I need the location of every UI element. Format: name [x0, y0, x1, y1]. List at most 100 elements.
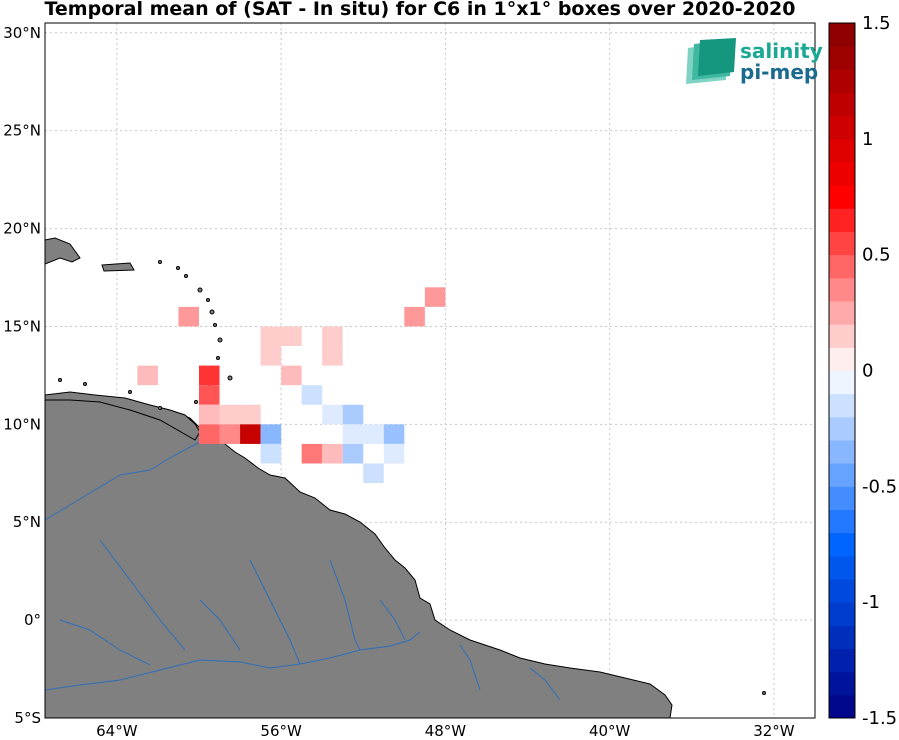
- data-cell: [260, 443, 282, 464]
- data-cell: [342, 424, 364, 444]
- colorbar-segment: [829, 46, 855, 70]
- colorbar-segment: [829, 416, 855, 441]
- data-cell: [260, 326, 282, 347]
- data-cell: [322, 326, 343, 347]
- colorbar-segment: [829, 208, 855, 232]
- data-cell: [301, 443, 323, 464]
- data-cell: [342, 443, 364, 464]
- data-cell: [240, 404, 261, 425]
- data-cell: [199, 365, 220, 386]
- data-cell: [260, 346, 282, 366]
- colorbar-segment: [829, 509, 855, 534]
- salinity-difference-cells: [137, 287, 446, 484]
- colorbar-segment: [829, 440, 855, 464]
- lon-tick-label: 32°W: [753, 722, 795, 740]
- colorbar-tick-label: -1: [862, 592, 880, 613]
- negro-river: [59, 619, 151, 666]
- data-cell: [260, 424, 282, 444]
- colorbar-segment: [829, 602, 855, 626]
- lat-tick-label: 25°N: [3, 122, 41, 140]
- colorbar-segment: [829, 625, 855, 649]
- data-cell: [137, 365, 158, 386]
- puerto-rico-island: [101, 262, 135, 272]
- data-cell: [281, 365, 302, 386]
- lat-tick-label: 20°N: [3, 220, 41, 238]
- colorbar-tick-label: -1.5: [862, 708, 897, 729]
- colorbar-segment: [829, 671, 855, 696]
- data-cell: [199, 424, 220, 444]
- colorbar-tick-labels: 1.5 1 0.5 0 -0.5 -1 -1.5: [862, 13, 897, 729]
- colorbar-segment: [829, 370, 855, 395]
- colorbar-segment: [829, 694, 855, 719]
- tributary-river-5: [529, 667, 561, 701]
- logo-line2: pi-mep: [740, 60, 818, 84]
- colorbar-segment: [829, 138, 855, 163]
- latitude-tick-labels: 30°N 25°N 20°N 15°N 10°N 5°N 0° 5°S: [3, 24, 41, 727]
- data-cell: [322, 404, 343, 425]
- colorbar-segment: [829, 92, 855, 117]
- hispaniola-island: [44, 237, 81, 265]
- data-cell: [281, 326, 302, 347]
- tributary-river-1: [99, 539, 186, 651]
- colorbar-segment: [829, 277, 855, 302]
- colorbar-segment: [829, 23, 855, 47]
- colorbar-segment: [829, 347, 855, 371]
- lon-tick-label: 48°W: [425, 722, 467, 740]
- data-cell: [404, 306, 425, 327]
- lat-tick-label: 5°N: [13, 513, 41, 531]
- lon-tick-label: 64°W: [96, 722, 138, 740]
- colorbar-tick-label: 1: [862, 129, 873, 150]
- lat-tick-label: 0°: [24, 611, 41, 629]
- colorbar-segment: [829, 463, 855, 487]
- salinity-waves-logo-icon: [686, 38, 736, 84]
- map-title: Temporal mean of (SAT - In situ) for C6 …: [44, 0, 796, 20]
- tributary-river-7: [379, 599, 406, 641]
- colorbar-tick-label: 0.5: [862, 245, 891, 266]
- tributary-river-3: [329, 559, 361, 651]
- lat-tick-label: 10°N: [3, 415, 41, 433]
- tributary-river-6: [199, 599, 241, 651]
- colorbar-segment: [829, 301, 855, 325]
- lon-tick-label: 56°W: [260, 722, 302, 740]
- colorbar-segment: [829, 231, 855, 256]
- data-cell: [383, 443, 405, 464]
- colorbar-tick-label: 1.5: [862, 13, 891, 34]
- data-cell: [322, 443, 343, 464]
- orinoco-river: [44, 435, 216, 521]
- colorbar-segment: [829, 532, 855, 557]
- lat-tick-label: 5°S: [14, 709, 41, 727]
- colorbar: [829, 23, 855, 719]
- data-cell: [301, 385, 323, 405]
- colorbar-segment: [829, 69, 855, 93]
- longitude-tick-labels: 64°W 56°W 48°W 40°W 32°W: [96, 722, 795, 740]
- land-layer: [44, 237, 766, 719]
- lat-tick-label: 15°N: [3, 317, 41, 335]
- colorbar-tick-label: -0.5: [862, 476, 897, 497]
- colorbar-segment: [829, 254, 855, 279]
- data-cell: [424, 287, 446, 307]
- data-cell: [199, 404, 220, 425]
- colorbar-segment: [829, 324, 855, 348]
- data-cell: [240, 424, 261, 444]
- data-cell: [199, 385, 220, 405]
- data-cell: [322, 346, 343, 366]
- colorbar-segment: [829, 579, 855, 603]
- colorbar-tick-label: 0: [862, 361, 873, 382]
- colorbar-segment: [829, 555, 855, 580]
- lat-tick-label: 30°N: [3, 24, 41, 42]
- colorbar-segment: [829, 162, 855, 186]
- data-cell: [178, 306, 199, 327]
- amazon-river: [44, 631, 421, 691]
- colorbar-segment: [829, 115, 855, 140]
- data-cell: [363, 424, 384, 444]
- river-network: [44, 435, 561, 701]
- venezuela-coast-land: [44, 391, 201, 441]
- tributary-river-2: [249, 559, 301, 665]
- salinity-logo: salinity pi-mep: [686, 38, 823, 84]
- lon-tick-label: 40°W: [589, 722, 631, 740]
- colorbar-segment: [829, 648, 855, 673]
- data-cell: [363, 463, 384, 484]
- colorbar-frame: [828, 22, 856, 719]
- colorbar-segment: [829, 393, 855, 418]
- logo-line1: salinity: [740, 39, 823, 63]
